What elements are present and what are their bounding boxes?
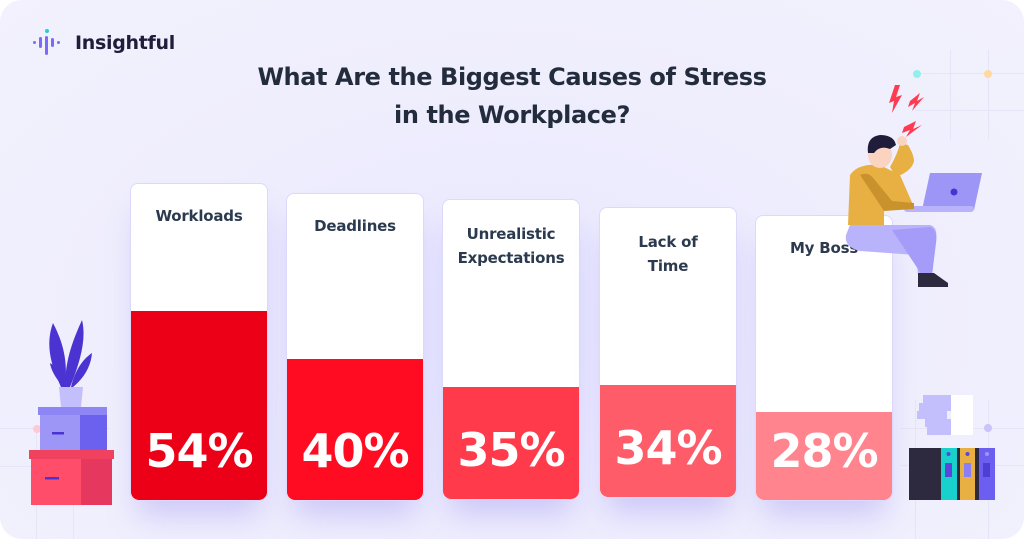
grid-line	[950, 50, 951, 140]
title-line-2: in the Workplace?	[394, 101, 630, 129]
plant-boxes-illustration	[29, 320, 114, 505]
bar-card: Deadlines 40%	[286, 193, 424, 501]
decor-dot	[984, 424, 992, 432]
bar-category-label-line: Deadlines	[314, 217, 396, 235]
bar-card: Unrealistic Expectations 35%	[442, 199, 580, 500]
bar-fill	[756, 412, 892, 500]
title-line-1: What Are the Biggest Causes of Stress	[257, 63, 767, 91]
bar-category-label-line: Unrealistic	[466, 225, 556, 243]
bar-category-label-line: Time	[647, 257, 689, 275]
bar-card: My Boss 28%	[755, 215, 893, 501]
bar-category-label-line: My Boss	[789, 239, 859, 257]
person-icon	[845, 135, 948, 287]
bar-category-label-line: Workloads	[155, 207, 243, 225]
laptop-icon	[904, 173, 982, 212]
bar-value-label: 28%	[770, 424, 878, 478]
brand-name: Insightful	[75, 32, 175, 54]
decor-dot	[984, 70, 992, 78]
stressed-worker-illustration	[845, 85, 982, 287]
bar-value-label: 40%	[301, 424, 409, 478]
box-lower-icon	[29, 450, 114, 505]
bar-category-label: Deadlines	[287, 214, 423, 238]
bar-category-label: Lack of Time	[600, 230, 736, 278]
bar-value-label: 34%	[614, 421, 722, 475]
bar-fill	[287, 359, 423, 500]
bar-category-label-line: Lack of	[638, 233, 698, 251]
bar-category-label: Workloads	[131, 204, 267, 228]
binders-illustration	[909, 395, 995, 500]
lightning-stress-icon	[889, 85, 924, 137]
waveform-icon	[33, 29, 67, 57]
decor-dot	[913, 70, 921, 78]
plant-icon	[49, 320, 92, 407]
grid-line	[915, 73, 1024, 74]
bar-category-label-line: Expectations	[457, 249, 565, 267]
bar-fill	[443, 387, 579, 499]
bar-category-label: My Boss	[756, 236, 892, 260]
grid-line	[915, 110, 1024, 111]
bar-value-label: 54%	[145, 424, 253, 478]
chart-title: What Are the Biggest Causes of Stress in…	[200, 58, 824, 134]
grid-line	[988, 50, 989, 140]
bar-fill	[131, 311, 267, 500]
paper-stack-icon	[917, 395, 973, 435]
binder-row-icon	[909, 448, 995, 500]
box-upper-icon	[38, 407, 107, 450]
bar-card: Workloads 54%	[130, 183, 268, 501]
bar-category-label: Unrealistic Expectations	[443, 222, 579, 270]
bar-value-label: 35%	[457, 423, 565, 477]
bar-fill	[600, 385, 736, 497]
bar-card: Lack of Time 34%	[599, 207, 737, 498]
brand-logo: Insightful	[33, 29, 175, 57]
decor-dot	[33, 425, 41, 433]
